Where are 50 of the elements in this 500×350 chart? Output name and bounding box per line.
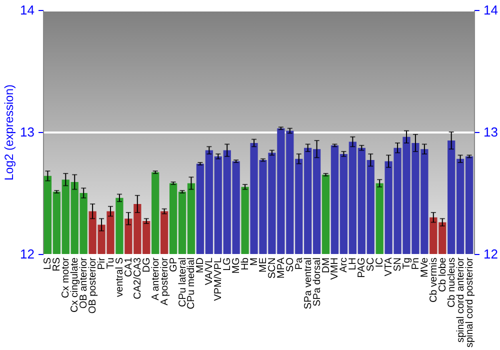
x-tick-label: SN xyxy=(392,258,404,272)
x-tick-label: RS xyxy=(52,257,63,272)
y2-tick-label: 12 xyxy=(484,246,498,262)
x-tick-label: PAG xyxy=(356,257,368,278)
x-tick-label: VTA xyxy=(384,257,395,276)
x-tick-label: SC xyxy=(366,258,377,272)
x-tick-label: MPA xyxy=(276,257,287,278)
y2-tick-label: 14 xyxy=(484,2,498,18)
y-tick-label: 12 xyxy=(20,246,34,262)
x-tick-label: Tg xyxy=(402,258,412,270)
x-tick-label: Hb xyxy=(240,257,252,270)
y-tick-label: 13 xyxy=(20,124,34,140)
x-tick-label: Cb nucleus xyxy=(446,258,458,308)
x-tick-label: IC xyxy=(374,258,386,268)
x-tick-label: Tu xyxy=(106,258,116,269)
x-tick-label: Pn xyxy=(410,258,422,270)
x-tick-label: SPa dorsal xyxy=(312,258,323,306)
x-tick-label: SO xyxy=(284,257,296,272)
y-tick-label: 14 xyxy=(20,2,34,18)
y2-tick-label: 13 xyxy=(484,124,498,140)
x-tick-label: SCN xyxy=(266,258,278,279)
x-tick-label: VPM/VPL xyxy=(213,257,224,301)
x-tick-label: Cb vermis xyxy=(428,258,440,303)
x-tick-label: MVe xyxy=(419,257,430,278)
y-axis-title: Log2 (expression) xyxy=(2,84,16,181)
x-tick-label: CA2/CA3 xyxy=(132,257,144,300)
x-tick-label: DM xyxy=(320,258,332,274)
x-tick-label: Cx cingulate xyxy=(70,257,81,313)
x-tick-label: A anterior xyxy=(150,256,162,300)
x-tick-label: GP xyxy=(168,257,180,272)
x-tick-label: ventral S xyxy=(114,257,126,297)
x-tick-label: LS xyxy=(42,257,54,270)
x-tick-label: CA1 xyxy=(123,257,134,277)
x-tick-label: M xyxy=(249,258,260,266)
x-tick-label: Cb lobe xyxy=(437,257,448,292)
x-tick-label: spinal cord anterior xyxy=(455,256,466,343)
x-tick-label: VMH xyxy=(330,258,341,280)
x-tick-label: OB anterior xyxy=(78,256,90,309)
x-tick-label: A posterior xyxy=(159,256,170,306)
x-tick-label: spinal cord posterior xyxy=(464,256,476,348)
x-tick-label: Arc xyxy=(338,258,350,272)
x-tick-label: SPa ventral xyxy=(302,258,314,310)
x-tick-label: OB posterior xyxy=(88,256,99,314)
x-tick-label: Pir xyxy=(96,256,108,270)
x-tick-label: DG xyxy=(141,257,152,272)
x-tick-label: ME xyxy=(258,257,269,272)
x-tick-label: LG xyxy=(222,257,234,271)
x-tick-label: LH xyxy=(348,258,359,270)
x-tick-label: Pa xyxy=(294,257,305,270)
x-tick-label: CPu medial xyxy=(186,258,198,310)
